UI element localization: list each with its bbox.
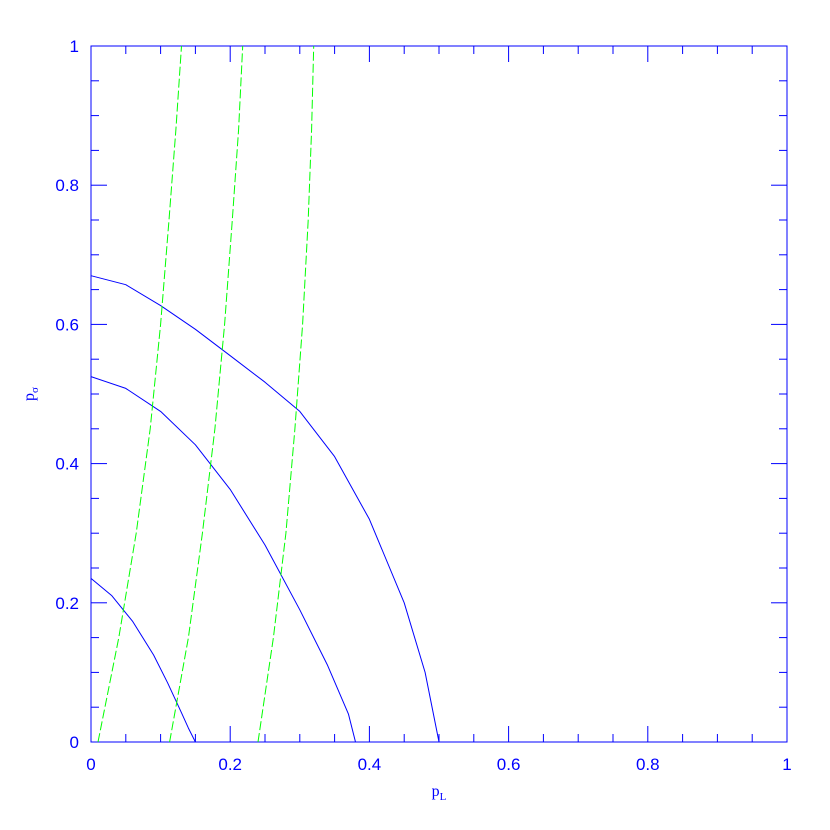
tick-labels: 0 0.2 0.4 0.6 0.8 1 0 0.2 0.4 0.6 0.8 1: [55, 37, 791, 774]
x-tick-label: 0.8: [636, 755, 660, 774]
x-tick-label: 0.6: [497, 755, 521, 774]
plot-frame: [90, 45, 788, 743]
y-axis-label: pσ: [21, 387, 41, 401]
y-tick-label: 0.2: [55, 594, 79, 613]
x-axis-label-sub: L: [440, 791, 447, 803]
solid-curve-2: [90, 275, 440, 743]
solid-curve-0: [90, 578, 196, 743]
axis-ticks: [90, 45, 788, 743]
y-axis-label-main: p: [21, 393, 38, 401]
x-tick-label: 0: [86, 755, 95, 774]
x-axis-label: pL: [432, 783, 447, 803]
solid-curve-1: [90, 376, 356, 743]
dashed-curve-3: [97, 45, 182, 743]
x-tick-label: 0.2: [218, 755, 242, 774]
y-tick-label: 0: [70, 733, 79, 752]
series-group: [90, 45, 440, 743]
y-tick-label: 1: [70, 37, 79, 56]
y-tick-label: 0.4: [55, 455, 79, 474]
x-axis-label-main: p: [432, 783, 440, 800]
dashed-curve-5: [257, 45, 315, 743]
x-tick-label: 0.4: [358, 755, 382, 774]
y-axis-label-sub: σ: [29, 387, 41, 393]
y-tick-label: 0.8: [55, 176, 79, 195]
y-tick-label: 0.6: [55, 315, 79, 334]
dashed-curve-4: [169, 45, 244, 743]
x-tick-label: 1: [782, 755, 791, 774]
